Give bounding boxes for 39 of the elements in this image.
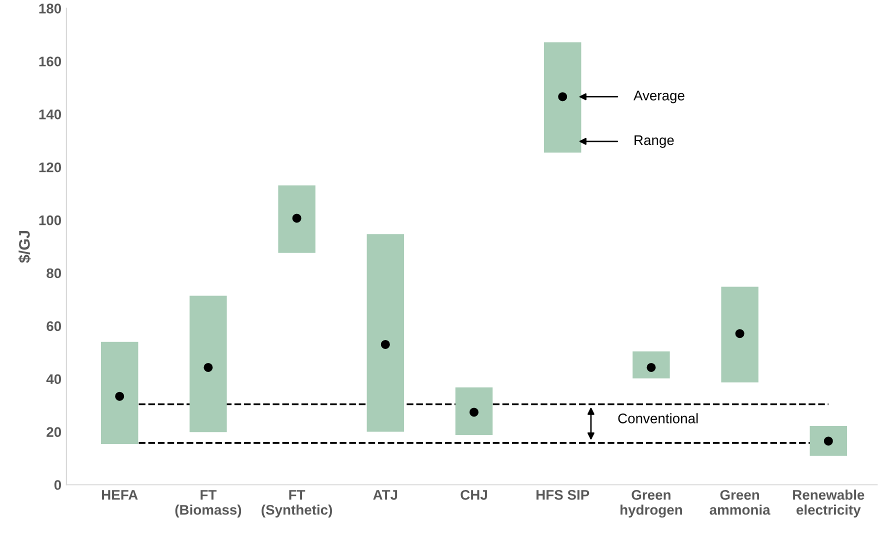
y-tick-label: 20 <box>46 427 62 437</box>
bar <box>721 286 758 382</box>
bar <box>455 387 493 435</box>
bar <box>190 296 227 432</box>
bar <box>366 234 404 432</box>
point <box>115 392 124 401</box>
y-tick-label: 160 <box>39 56 62 66</box>
y-tick-label: 120 <box>39 162 62 172</box>
point <box>204 362 213 372</box>
y-tick-label: 180 <box>39 4 62 14</box>
point <box>292 214 302 223</box>
y-axis-title: $/GJ <box>18 231 31 263</box>
y-tick-label: 80 <box>46 268 62 278</box>
y-tick-label: 0 <box>54 480 62 490</box>
x-tick-label: ATJ <box>373 490 398 500</box>
point <box>380 340 390 349</box>
bar <box>632 351 670 378</box>
bar <box>810 426 848 456</box>
annotation: Range <box>634 135 674 148</box>
x-tick-label: CHJ <box>460 490 487 500</box>
x-tick-label: Renewable electricity <box>793 490 864 518</box>
bar <box>101 342 138 444</box>
x-tick-label: Green hydrogen <box>620 490 682 518</box>
x-tick-label: Green ammonia <box>710 490 770 515</box>
x-tick-label: FT (Biomass) <box>175 490 242 518</box>
y-tick-label: 60 <box>46 321 62 332</box>
point <box>558 92 568 102</box>
point <box>470 408 479 417</box>
x-tick-label: FT (Synthetic) <box>262 490 332 518</box>
point <box>735 329 744 338</box>
x-tick-label: HFS SIP <box>536 490 590 500</box>
bar <box>278 185 316 253</box>
y-tick-label: 140 <box>39 110 62 120</box>
y-tick-label: 40 <box>46 374 62 384</box>
bar <box>544 42 582 153</box>
y-tick-label: 100 <box>39 215 62 226</box>
annotation: Conventional <box>618 413 698 424</box>
x-tick-label: HEFA <box>102 490 138 500</box>
annotation: Average <box>634 90 684 104</box>
